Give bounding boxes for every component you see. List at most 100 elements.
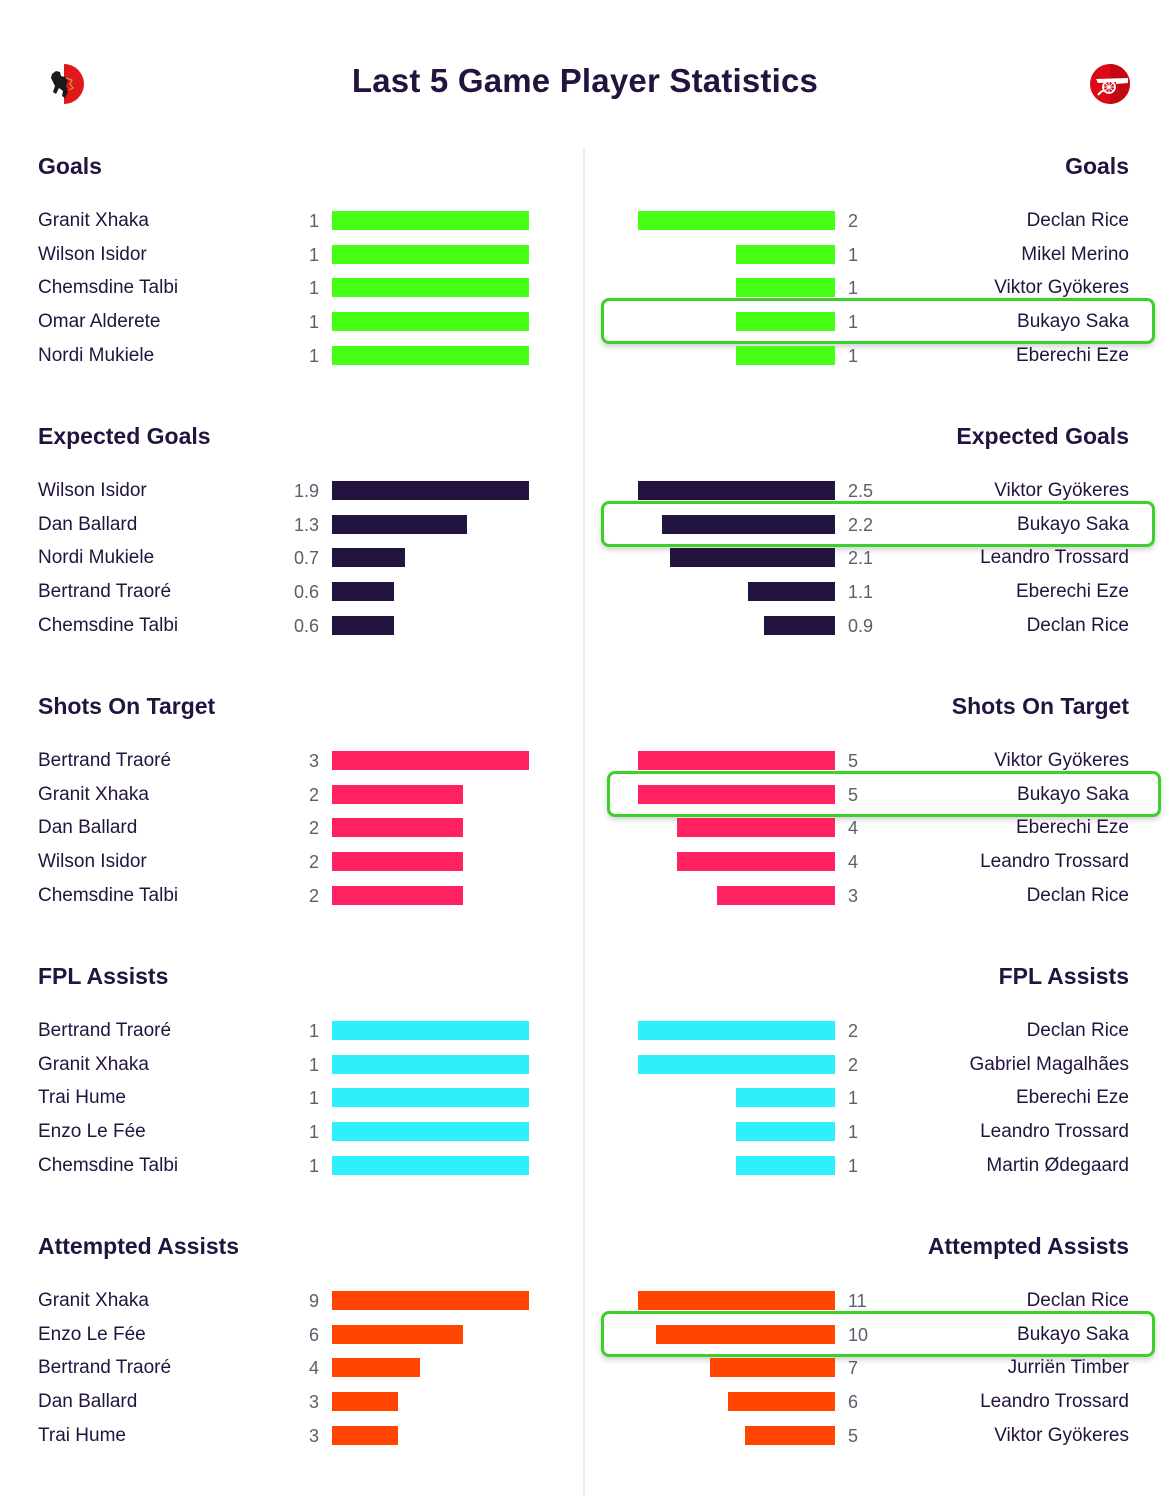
- stat-bar: [332, 1088, 529, 1107]
- player-name: Leandro Trossard: [980, 851, 1129, 872]
- stat-bar: [332, 515, 467, 534]
- highlight-box: [601, 501, 1155, 547]
- stat-bar: [332, 582, 394, 601]
- stat-bar: [748, 582, 835, 601]
- stat-bar: [332, 1021, 529, 1040]
- player-name: Declan Rice: [1026, 885, 1129, 906]
- player-row: Viktor Gyökeres 2.5: [0, 479, 1170, 503]
- stat-bar: [332, 211, 529, 230]
- player-row: Eberechi Eze 1: [0, 344, 1170, 368]
- stat-bar: [332, 1291, 529, 1310]
- section-title-left: FPL Assists: [38, 963, 169, 989]
- stat-value: 1: [848, 1156, 859, 1176]
- player-row: Nordi Mukiele 0.7: [0, 546, 1170, 570]
- stat-value: 0.7: [293, 548, 319, 568]
- stat-value: 2: [308, 886, 319, 906]
- stat-bar: [638, 481, 835, 500]
- player-row: Wilson Isidor 1: [0, 243, 1170, 267]
- section-title-left: Shots On Target: [38, 693, 216, 719]
- stat-value: 2.5: [848, 481, 874, 501]
- stat-value: 2.2: [848, 515, 874, 535]
- player-row: Viktor Gyökeres 5: [0, 1424, 1170, 1448]
- stat-value: 1: [308, 1021, 319, 1041]
- stat-value: 1: [848, 245, 859, 265]
- stat-value: 1: [308, 278, 319, 298]
- player-row: Eberechi Eze 4: [0, 816, 1170, 840]
- player-name: Wilson Isidor: [38, 480, 147, 501]
- stat-value: 2: [848, 1055, 859, 1075]
- stat-bar: [332, 481, 529, 500]
- player-name: Eberechi Eze: [1015, 1087, 1129, 1108]
- stat-bar: [677, 818, 835, 837]
- section-title-right: Shots On Target: [951, 693, 1129, 719]
- stat-value: 6: [308, 1325, 319, 1345]
- player-name: Granit Xhaka: [38, 1054, 149, 1075]
- player-row: Granit Xhaka 1: [0, 209, 1170, 233]
- player-row: Declan Rice 3: [0, 884, 1170, 908]
- player-row: Granit Xhaka 9: [0, 1289, 1170, 1313]
- player-row: Bertrand Traoré 1: [0, 1019, 1170, 1043]
- player-name: Nordi Mukiele: [38, 345, 155, 366]
- player-name: Dan Ballard: [38, 1391, 138, 1412]
- stat-value: 4: [848, 818, 859, 838]
- stat-bar: [764, 616, 835, 635]
- stat-value: 2: [308, 852, 319, 872]
- stat-value: 3: [848, 886, 859, 906]
- stat-bar: [638, 1055, 835, 1074]
- stat-bar: [728, 1392, 835, 1411]
- player-name: Bertrand Traoré: [38, 1020, 172, 1041]
- player-name: Bukayo Saka: [1017, 311, 1129, 332]
- player-name: Bertrand Traoré: [38, 750, 172, 771]
- player-row: Wilson Isidor 1.9: [0, 479, 1170, 503]
- player-name: Bukayo Saka: [1017, 1324, 1129, 1345]
- stat-bar: [332, 1122, 529, 1141]
- stat-bar: [332, 346, 529, 365]
- section-title-right: Goals: [1065, 153, 1129, 179]
- stat-value: 2.1: [848, 548, 874, 568]
- stat-bar: [332, 278, 529, 297]
- stat-section-goals: Goals Goals Granit Xhaka 1 Wilson Isidor 1 Che…: [0, 152, 1170, 422]
- player-row: Wilson Isidor 2: [0, 850, 1170, 874]
- stat-bar: [638, 211, 835, 230]
- stat-value: 6: [848, 1392, 859, 1412]
- stat-value: 2: [308, 785, 319, 805]
- stat-value: 4: [848, 852, 859, 872]
- player-name: Jurriën Timber: [1007, 1357, 1129, 1378]
- player-name: Enzo Le Fée: [38, 1324, 146, 1345]
- stat-bar: [638, 1021, 835, 1040]
- stat-bar: [332, 1426, 398, 1445]
- stat-section-expected-goals: Expected Goals Expected Goals Wilson Isido…: [0, 422, 1170, 692]
- stat-value: 5: [848, 1426, 859, 1446]
- player-name: Omar Alderete: [38, 311, 161, 332]
- player-name: Declan Rice: [1026, 210, 1129, 231]
- stat-bar: [332, 852, 463, 871]
- player-name: Enzo Le Fée: [38, 1121, 146, 1142]
- stat-bar: [332, 1055, 529, 1074]
- stat-value: 1: [308, 211, 319, 231]
- player-name: Chemsdine Talbi: [38, 1155, 179, 1176]
- player-row: Jurriën Timber 7: [0, 1356, 1170, 1380]
- stat-value: 3: [308, 1426, 319, 1446]
- stat-bar: [638, 751, 835, 770]
- player-row: Declan Rice 11: [0, 1289, 1170, 1313]
- stat-value: 1: [848, 1088, 859, 1108]
- player-name: Dan Ballard: [38, 817, 138, 838]
- stat-value: 1: [308, 1122, 319, 1142]
- section-title-right: Expected Goals: [956, 423, 1129, 449]
- stat-bar: [332, 548, 405, 567]
- highlight-box: [607, 771, 1161, 817]
- player-name: Viktor Gyökeres: [994, 277, 1129, 298]
- stat-value: 9: [308, 1291, 319, 1311]
- player-row: Eberechi Eze 1: [0, 1086, 1170, 1110]
- stat-bar: [332, 751, 529, 770]
- stat-bar: [638, 785, 835, 804]
- player-row: Chemsdine Talbi 1: [0, 1154, 1170, 1178]
- stat-section-shots-on-target: Shots On Target Shots On Target Bertrand T…: [0, 692, 1170, 962]
- player-row: Viktor Gyökeres 1: [0, 276, 1170, 300]
- player-name: Chemsdine Talbi: [38, 615, 179, 636]
- player-row: Bukayo Saka 2.2: [0, 513, 1170, 537]
- player-row: Trai Hume 1: [0, 1086, 1170, 1110]
- player-name: Eberechi Eze: [1015, 581, 1129, 602]
- player-name: Declan Rice: [1026, 615, 1129, 636]
- section-title-right: FPL Assists: [998, 963, 1129, 989]
